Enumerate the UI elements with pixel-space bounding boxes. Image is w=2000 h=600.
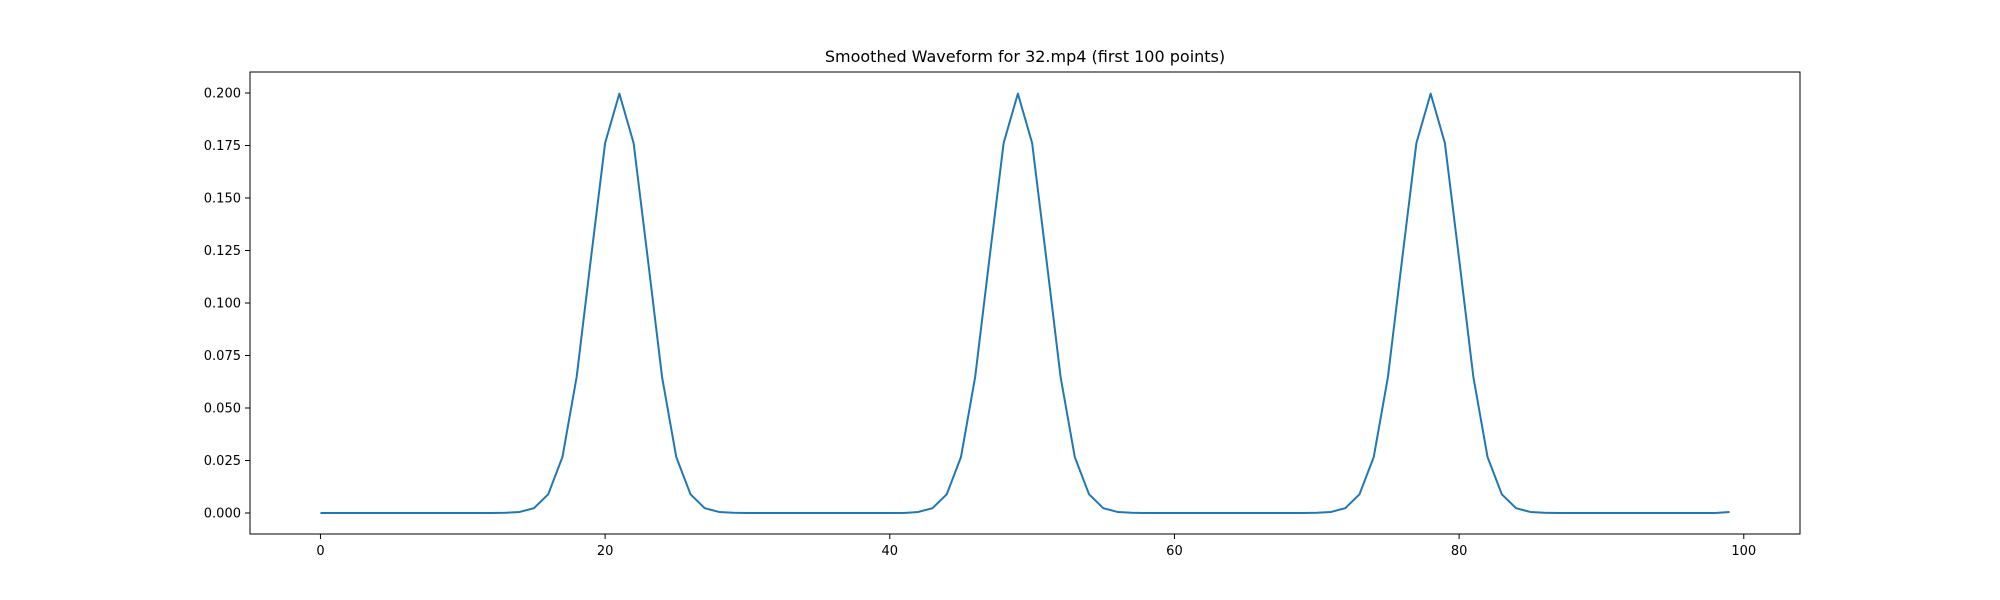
axes-frame	[249, 71, 1801, 535]
y-tick-label: 0.100	[204, 297, 241, 312]
y-tick-label: 0.200	[204, 87, 241, 102]
y-tick-label: 0.150	[204, 192, 241, 207]
x-tick-label: 100	[1731, 544, 1756, 559]
y-tick-label: 0.025	[204, 454, 241, 469]
y-axis: 0.000 0.025 0.050 0.075 0.100 0.125 0.150 0.175…	[204, 87, 250, 522]
x-tick-label: 80	[1451, 544, 1468, 559]
chart-title: Smoothed Waveform for 32.mp4 (first 100 …	[825, 47, 1225, 66]
y-tick-label: 0.125	[204, 244, 241, 259]
y-tick-label: 0.000	[204, 507, 241, 522]
x-tick-label: 0	[316, 544, 324, 559]
x-tick-label: 60	[1166, 544, 1183, 559]
x-tick-label: 40	[882, 544, 899, 559]
series-line	[320, 92, 1730, 514]
y-tick-label: 0.050	[204, 402, 241, 417]
x-axis: 0 20 40 60 80 100	[316, 534, 1756, 559]
x-tick-label: 20	[597, 544, 614, 559]
plot-area	[320, 92, 1730, 514]
y-tick-label: 0.175	[204, 139, 241, 154]
y-tick-label: 0.075	[204, 349, 241, 364]
